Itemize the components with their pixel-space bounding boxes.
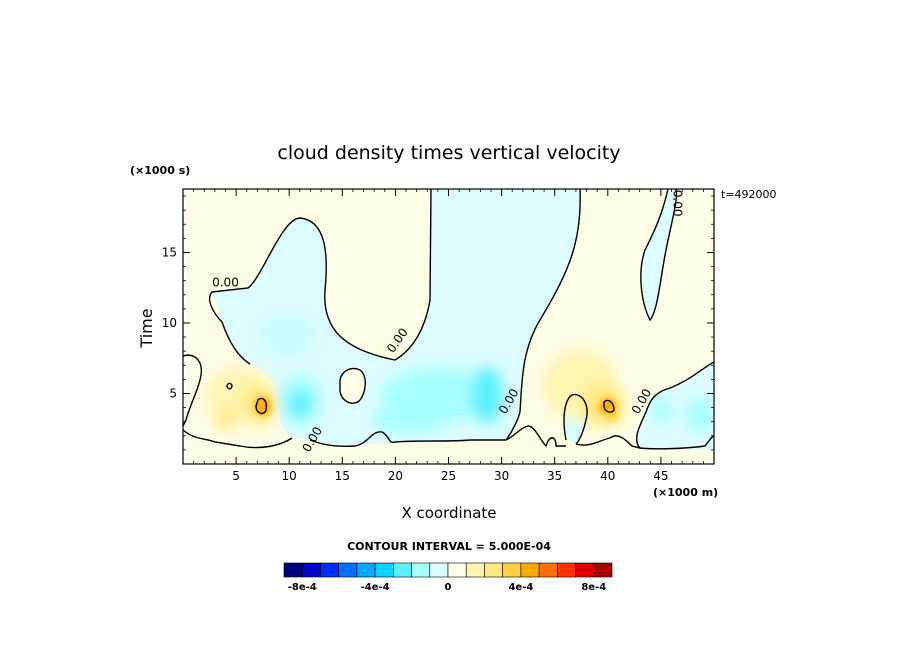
contour-small-ring (226, 382, 233, 390)
negative-region-right (640, 189, 677, 320)
colorbar-tick-label: 0 (445, 582, 452, 593)
zero-contour-right-tongue (640, 189, 678, 322)
colorbar-swatch (538, 562, 558, 578)
x-tick-label: 25 (441, 469, 456, 483)
colorbar-swatch (320, 562, 339, 578)
chart-title: cloud density times vertical velocity (277, 142, 620, 164)
neg-blob-g (686, 397, 714, 433)
y-tick-label: 15 (162, 245, 177, 259)
zero-contour-bottom (183, 425, 714, 450)
x-tick-label: 45 (653, 469, 668, 483)
colorbar-swatch (356, 562, 376, 578)
colorbar-swatch (301, 562, 321, 578)
x-axis-label: X coordinate (401, 504, 496, 522)
colorbar-swatch (393, 562, 412, 578)
x-tick-label: 20 (388, 469, 403, 483)
colorbar-swatch (465, 562, 485, 578)
contour-pos-left-core (255, 397, 268, 415)
colorbar-swatch (429, 562, 449, 578)
colorbar-swatch (484, 562, 503, 578)
x-tick-label: 35 (547, 469, 562, 483)
colorbar-swatch (593, 562, 613, 578)
y-axis-label: Time (137, 308, 156, 348)
colorbar (283, 562, 613, 578)
neg-blob-f (370, 406, 450, 434)
x-tick-label: 5 (232, 469, 240, 483)
y-tick-label: 10 (162, 316, 177, 330)
colorbar-tick-label: 8e-4 (581, 582, 606, 593)
neg-blob-h (652, 396, 672, 424)
x-axis-ticks: 5 10 15 20 25 30 35 40 45 (193, 189, 704, 483)
contour-pos-right-core (603, 399, 615, 413)
contour-label: 0.00 (212, 275, 239, 289)
colorbar-swatch (374, 562, 394, 578)
colorbar-tick-label: -8e-4 (288, 582, 317, 593)
pos-core-left (255, 396, 271, 416)
zero-contour-central (505, 189, 581, 441)
colorbar-tick-label: 4e-4 (508, 582, 533, 593)
zero-contour-left-edge (183, 354, 202, 427)
x-tick-label: 30 (494, 469, 509, 483)
colorbar-swatch (520, 562, 540, 578)
colorbar-tick-labels: -8e-4 -4e-4 0 4e-4 8e-4 (288, 582, 607, 593)
x-tick-label: 15 (335, 469, 350, 483)
colorbar-swatch (447, 562, 467, 578)
x-unit-label: (×1000 m) (653, 486, 718, 499)
neg-blob-e (471, 367, 503, 423)
zero-contour-main-left (208, 291, 251, 365)
contour-label: 0.00 (671, 190, 685, 217)
zero-contour-mid-patch (563, 393, 588, 445)
x-tick-label: 10 (282, 469, 297, 483)
plot-area: 0.000.000.000.00 0.000.00 (183, 189, 714, 464)
zero-contour-bubble (339, 367, 366, 404)
colorbar-swatch (283, 562, 303, 578)
colorbar-swatch (557, 562, 576, 578)
contour-interval-text: CONTOUR INTERVAL = 5.000E-04 (347, 540, 551, 553)
timestamp-label: t=492000 (721, 188, 777, 201)
colorbar-swatch (411, 562, 431, 578)
colorbar-swatch (502, 562, 522, 578)
y-tick-label: 5 (169, 386, 177, 400)
colorbar-tick-label: -4e-4 (361, 582, 390, 593)
negative-region-bubble (340, 368, 366, 404)
y-unit-label: (×1000 s) (130, 164, 190, 177)
y-axis-ticks: 5 10 15 (162, 195, 714, 451)
neg-blob-b (288, 390, 312, 418)
colorbar-swatch (338, 562, 358, 578)
zero-contour-main (211, 189, 432, 361)
pos-blob-c (215, 410, 235, 430)
pos-mid-right (606, 409, 618, 421)
colorbar-swatch (575, 562, 595, 578)
zero-contour-lowright (636, 361, 714, 449)
neg-blob-c (260, 315, 316, 355)
x-tick-label: 40 (600, 469, 615, 483)
